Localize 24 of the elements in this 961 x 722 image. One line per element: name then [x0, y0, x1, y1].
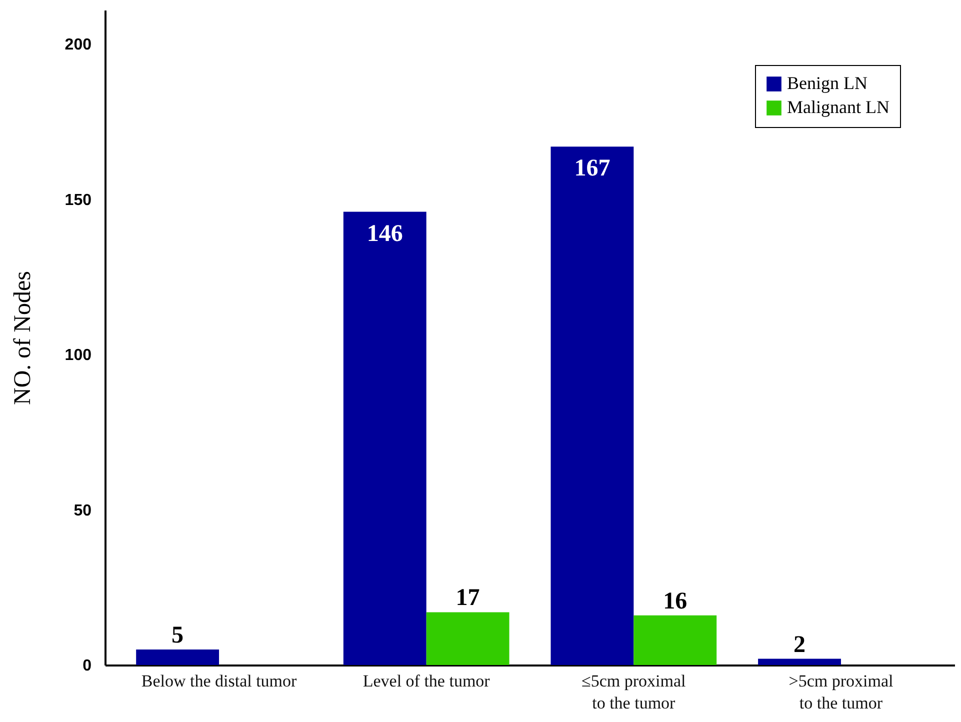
- bar: [343, 212, 426, 665]
- data-label: 5: [172, 622, 184, 648]
- bar: [426, 612, 510, 665]
- x-tick-label: Below the distal tumor: [141, 672, 298, 690]
- data-label: 167: [574, 156, 610, 182]
- data-label: 146: [366, 220, 403, 247]
- bar: [758, 658, 841, 665]
- bar: [634, 615, 717, 665]
- data-label: 16: [663, 588, 688, 614]
- legend-label: Benign LN: [787, 73, 868, 93]
- y-tick-label: 100: [64, 347, 92, 364]
- y-tick-label: 0: [82, 658, 92, 674]
- data-label: 2: [794, 632, 806, 658]
- x-tick-label: >5cm proximal to the tumor: [788, 672, 894, 712]
- bar: [136, 649, 220, 665]
- y-tick-label: 200: [64, 36, 92, 54]
- y-tick-label: 50: [74, 502, 92, 520]
- x-tick-label: ≤5cm proximal to the tumor: [582, 672, 686, 712]
- x-tick-label: Level of the tumor: [362, 672, 490, 690]
- y-axis-title: NO. of Nodes: [10, 271, 36, 405]
- legend-label: Malignant LN: [787, 97, 890, 117]
- data-label: 17: [456, 585, 480, 612]
- y-tick-label: 150: [64, 192, 92, 209]
- bar: [550, 146, 634, 665]
